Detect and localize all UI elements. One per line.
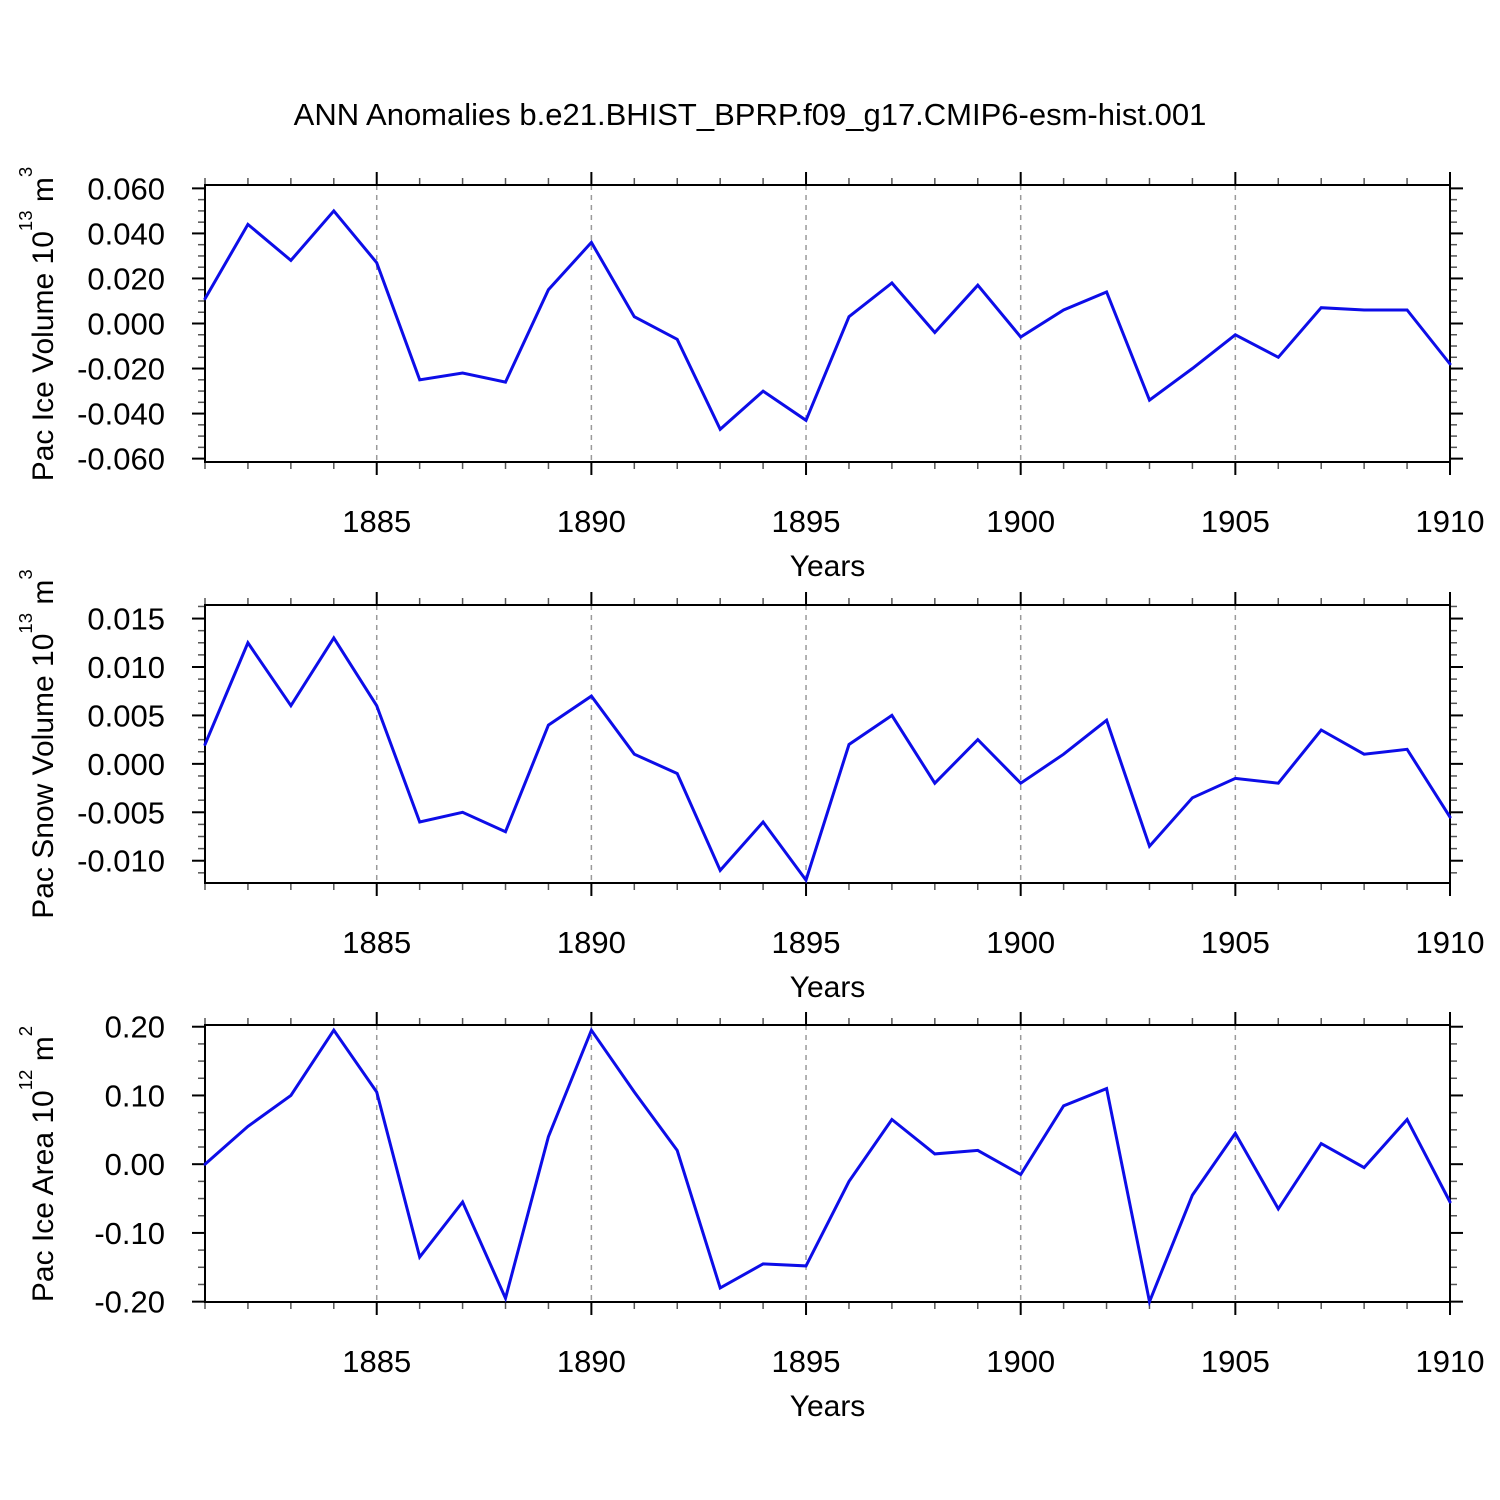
x-tick-label-1890: 1890	[557, 925, 626, 960]
y-tick-label-0.20: 0.20	[105, 1010, 165, 1045]
y-tick-label--0.20: -0.20	[94, 1285, 165, 1320]
x-tick-label-1900: 1900	[986, 504, 1055, 539]
y-tick-label-0.005: 0.005	[87, 698, 165, 733]
x-tick-label-1890: 1890	[557, 504, 626, 539]
x-tick-label-1895: 1895	[772, 504, 841, 539]
x-tick-label-1905: 1905	[1201, 925, 1270, 960]
panel-pac-snow-volume: 1885 1890 1895 1900 1905 1910 0.015 0.010 0.005 0…	[77, 592, 1484, 960]
y-tick-label--0.020: -0.020	[77, 352, 165, 387]
x-tick-label-1885: 1885	[342, 925, 411, 960]
y-tick-label-0.020: 0.020	[87, 261, 165, 296]
x-tick-label-1895: 1895	[772, 925, 841, 960]
x-tick-label-1905: 1905	[1201, 504, 1270, 539]
panel-pac-ice-area: 1885 1890 1895 1900 1905 1910 0.20 0.10 0.00 -0.1…	[94, 1010, 1484, 1379]
data-line-pac-ice-area	[203, 1027, 1452, 1307]
x-tick-label-1885: 1885	[342, 504, 411, 539]
figure-title: ANN Anomalies b.e21.BHIST_BPRP.f09_g17.C…	[293, 97, 1207, 132]
data-line-pac-snow-volume	[203, 635, 1452, 884]
x-tick-label-1890: 1890	[557, 1344, 626, 1379]
x-axis-title-panel-2: Years	[789, 971, 866, 1004]
y-tick-label--0.010: -0.010	[77, 844, 165, 879]
y-tick-label--0.005: -0.005	[77, 795, 165, 830]
y-tick-label-0.015: 0.015	[87, 602, 165, 637]
x-tick-label-1910: 1910	[1416, 925, 1485, 960]
y-tick-label-0.000: 0.000	[87, 307, 165, 342]
x-tick-label-1885: 1885	[342, 1344, 411, 1379]
x-tick-label-1905: 1905	[1201, 1344, 1270, 1379]
x-axis-title-panel-3: Years	[789, 1390, 866, 1423]
y-tick-label-0.040: 0.040	[87, 216, 165, 251]
y-tick-label-0.10: 0.10	[105, 1078, 165, 1113]
x-tick-label-1910: 1910	[1416, 504, 1485, 539]
x-tick-label-1910: 1910	[1416, 1344, 1485, 1379]
y-tick-label-0.010: 0.010	[87, 650, 165, 685]
y-tick-label-0.060: 0.060	[87, 171, 165, 206]
panel-frame-pac-ice-volume	[204, 184, 1451, 463]
y-tick-label--0.060: -0.060	[77, 442, 165, 477]
y-tick-label--0.040: -0.040	[77, 397, 165, 432]
y-tick-label-0.00: 0.00	[105, 1147, 165, 1182]
y-tick-label--0.10: -0.10	[94, 1216, 165, 1251]
x-axis-title-panel-1: Years	[789, 550, 866, 583]
y-tick-label-0.000: 0.000	[87, 747, 165, 782]
panel-frame-pac-ice-area	[204, 1024, 1451, 1303]
x-tick-label-1895: 1895	[772, 1344, 841, 1379]
panel-pac-ice-volume: 1885 1890 1895 1900 1905 1910 0.060 0.040 0.020 0…	[77, 171, 1484, 539]
x-tick-label-1900: 1900	[986, 925, 1055, 960]
data-line-pac-ice-volume	[203, 208, 1452, 432]
x-tick-label-1900: 1900	[986, 1344, 1055, 1379]
